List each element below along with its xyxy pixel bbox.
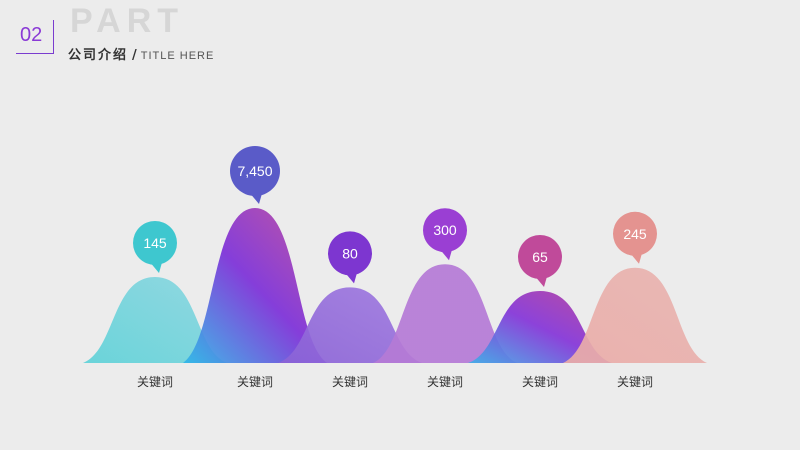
data-label: 65 (532, 249, 548, 265)
bubble-circle (613, 211, 657, 256)
hill-6 (563, 267, 707, 363)
value-bubble-6: 245 (613, 211, 657, 264)
hill-2 (183, 208, 327, 363)
bubbles-layer: 145 7,450 80 300 65 245 (133, 146, 657, 287)
bubble-circle (518, 235, 562, 279)
subtitle-english: TITLE HERE (140, 50, 215, 62)
value-bubble-4: 300 (423, 208, 467, 261)
category-label: 关键词 (522, 375, 558, 389)
value-bubble-1: 145 (133, 220, 177, 273)
value-bubble-5: 65 (518, 235, 562, 287)
hill-1 (83, 276, 227, 363)
part-heading: PART (70, 2, 185, 40)
value-bubble-2: 7,450 (230, 146, 280, 204)
category-label: 关键词 (332, 375, 368, 389)
value-bubble-3: 80 (328, 231, 372, 284)
bubble-circle (423, 208, 467, 253)
section-number: 02 (20, 24, 43, 46)
hill-5 (468, 291, 612, 363)
data-label: 245 (623, 226, 647, 242)
section-subtitle: 公司介绍 / TITLE HERE (68, 44, 214, 63)
subtitle-separator: / (132, 48, 137, 63)
hills-layer (83, 208, 707, 363)
category-label: 关键词 (137, 375, 173, 389)
category-label: 关键词 (617, 375, 653, 389)
bubble-circle (230, 146, 280, 196)
hill-4 (373, 264, 517, 363)
section-number-frame (16, 20, 54, 54)
bubble-circle (328, 231, 372, 276)
data-label: 145 (143, 235, 167, 251)
category-label: 关键词 (237, 375, 273, 389)
hill-3 (278, 287, 422, 363)
category-labels-layer: 关键词 关键词 关键词 关键词 关键词 关键词 (137, 375, 653, 389)
slide-header: 02 PART 公司介绍 / TITLE HERE (0, 0, 800, 70)
subtitle-chinese: 公司介绍 (68, 48, 129, 63)
bubble-circle (133, 220, 177, 265)
data-label: 7,450 (237, 163, 272, 179)
category-label: 关键词 (427, 375, 463, 389)
data-label: 300 (433, 222, 457, 238)
data-label: 80 (342, 245, 358, 261)
